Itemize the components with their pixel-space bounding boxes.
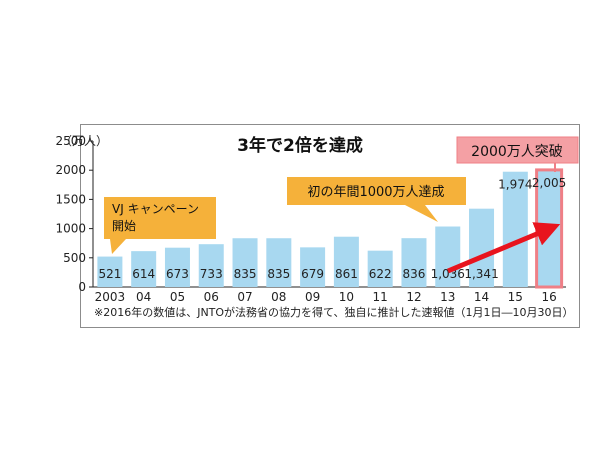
bar-09 — [300, 247, 326, 287]
bar-value-label: 733 — [200, 267, 223, 281]
x-tick-label: 05 — [170, 290, 185, 304]
x-tick-label: 14 — [474, 290, 489, 304]
bar-value-label: 2,005 — [532, 176, 566, 190]
y-tick-label: 2000 — [55, 163, 86, 177]
y-tick-label: 1500 — [55, 192, 86, 206]
x-tick-label: 11 — [373, 290, 388, 304]
y-axis-unit: （万人） — [60, 134, 108, 148]
x-tick-label: 04 — [136, 290, 151, 304]
bar-value-label: 673 — [166, 267, 189, 281]
bar-value-label: 835 — [267, 267, 290, 281]
bar-2003 — [97, 256, 123, 287]
x-tick-label: 13 — [440, 290, 455, 304]
footnote: ※2016年の数値は、JNTOが法務省の協力を得て、独自に推計した速報値（1月1… — [94, 305, 574, 319]
x-tick-label: 15 — [508, 290, 523, 304]
campaign-callout-box — [104, 197, 216, 239]
bar-13 — [435, 226, 461, 287]
highlight-callout-box — [456, 136, 579, 164]
x-tick-label: 07 — [237, 290, 252, 304]
y-tick-label: 1000 — [55, 222, 86, 236]
bar-value-label: 679 — [301, 267, 324, 281]
bar-04 — [131, 251, 157, 287]
bar-14 — [469, 208, 495, 287]
milestone-callout-text: 初の年間1000万人達成 — [307, 185, 444, 200]
x-axis-tick-labels: 2003 04 05 06 07 08 09 10 11 12 13 14 15 16 — [95, 290, 557, 304]
bar-05 — [164, 247, 190, 287]
bar-value-label: 614 — [132, 267, 155, 281]
bar-15 — [502, 171, 528, 287]
y-tick-label: 0 — [78, 280, 86, 294]
bar-value-label: 1,341 — [464, 267, 498, 281]
y-tick-label: 500 — [63, 251, 86, 265]
bar-11 — [367, 250, 393, 287]
bar-value-label: 1,974 — [498, 178, 532, 192]
x-tick-label: 2003 — [95, 290, 126, 304]
highlight-callout-text: 2000万人突破 — [471, 144, 563, 160]
bar-value-label: 521 — [98, 267, 121, 281]
bars: 521 614 673 733 835 835 679 861 622 836 1,036 1,341… — [97, 168, 566, 289]
bar-value-label: 835 — [234, 267, 257, 281]
bar-08 — [266, 238, 292, 287]
y-tick-label: 2500 — [55, 134, 86, 148]
bar-12 — [401, 238, 427, 287]
x-tick-label: 16 — [541, 290, 556, 304]
bar-value-label: 836 — [403, 267, 426, 281]
x-tick-label: 09 — [305, 290, 320, 304]
growth-arrow — [447, 222, 561, 274]
x-tick-label: 06 — [204, 290, 219, 304]
bar-07 — [232, 238, 258, 287]
bar-value-label: 1,036 — [431, 267, 465, 281]
campaign-callout-tail — [110, 239, 126, 254]
milestone-callout-box — [287, 177, 466, 205]
y-axis-ticks: 0 500 1000 1500 2000 2500 — [55, 134, 93, 294]
x-tick-label: 08 — [271, 290, 286, 304]
x-tick-label: 10 — [339, 290, 354, 304]
campaign-callout-text: VJ キャンペーン開始 — [112, 202, 199, 233]
bar-value-label: 861 — [335, 267, 358, 281]
bar-06 — [198, 244, 224, 287]
bar-10 — [333, 236, 359, 287]
chart-title: 3年で2倍を達成 — [237, 135, 363, 156]
bar-value-label: 622 — [369, 267, 392, 281]
x-tick-label: 12 — [406, 290, 421, 304]
milestone-callout-tail — [405, 205, 438, 222]
